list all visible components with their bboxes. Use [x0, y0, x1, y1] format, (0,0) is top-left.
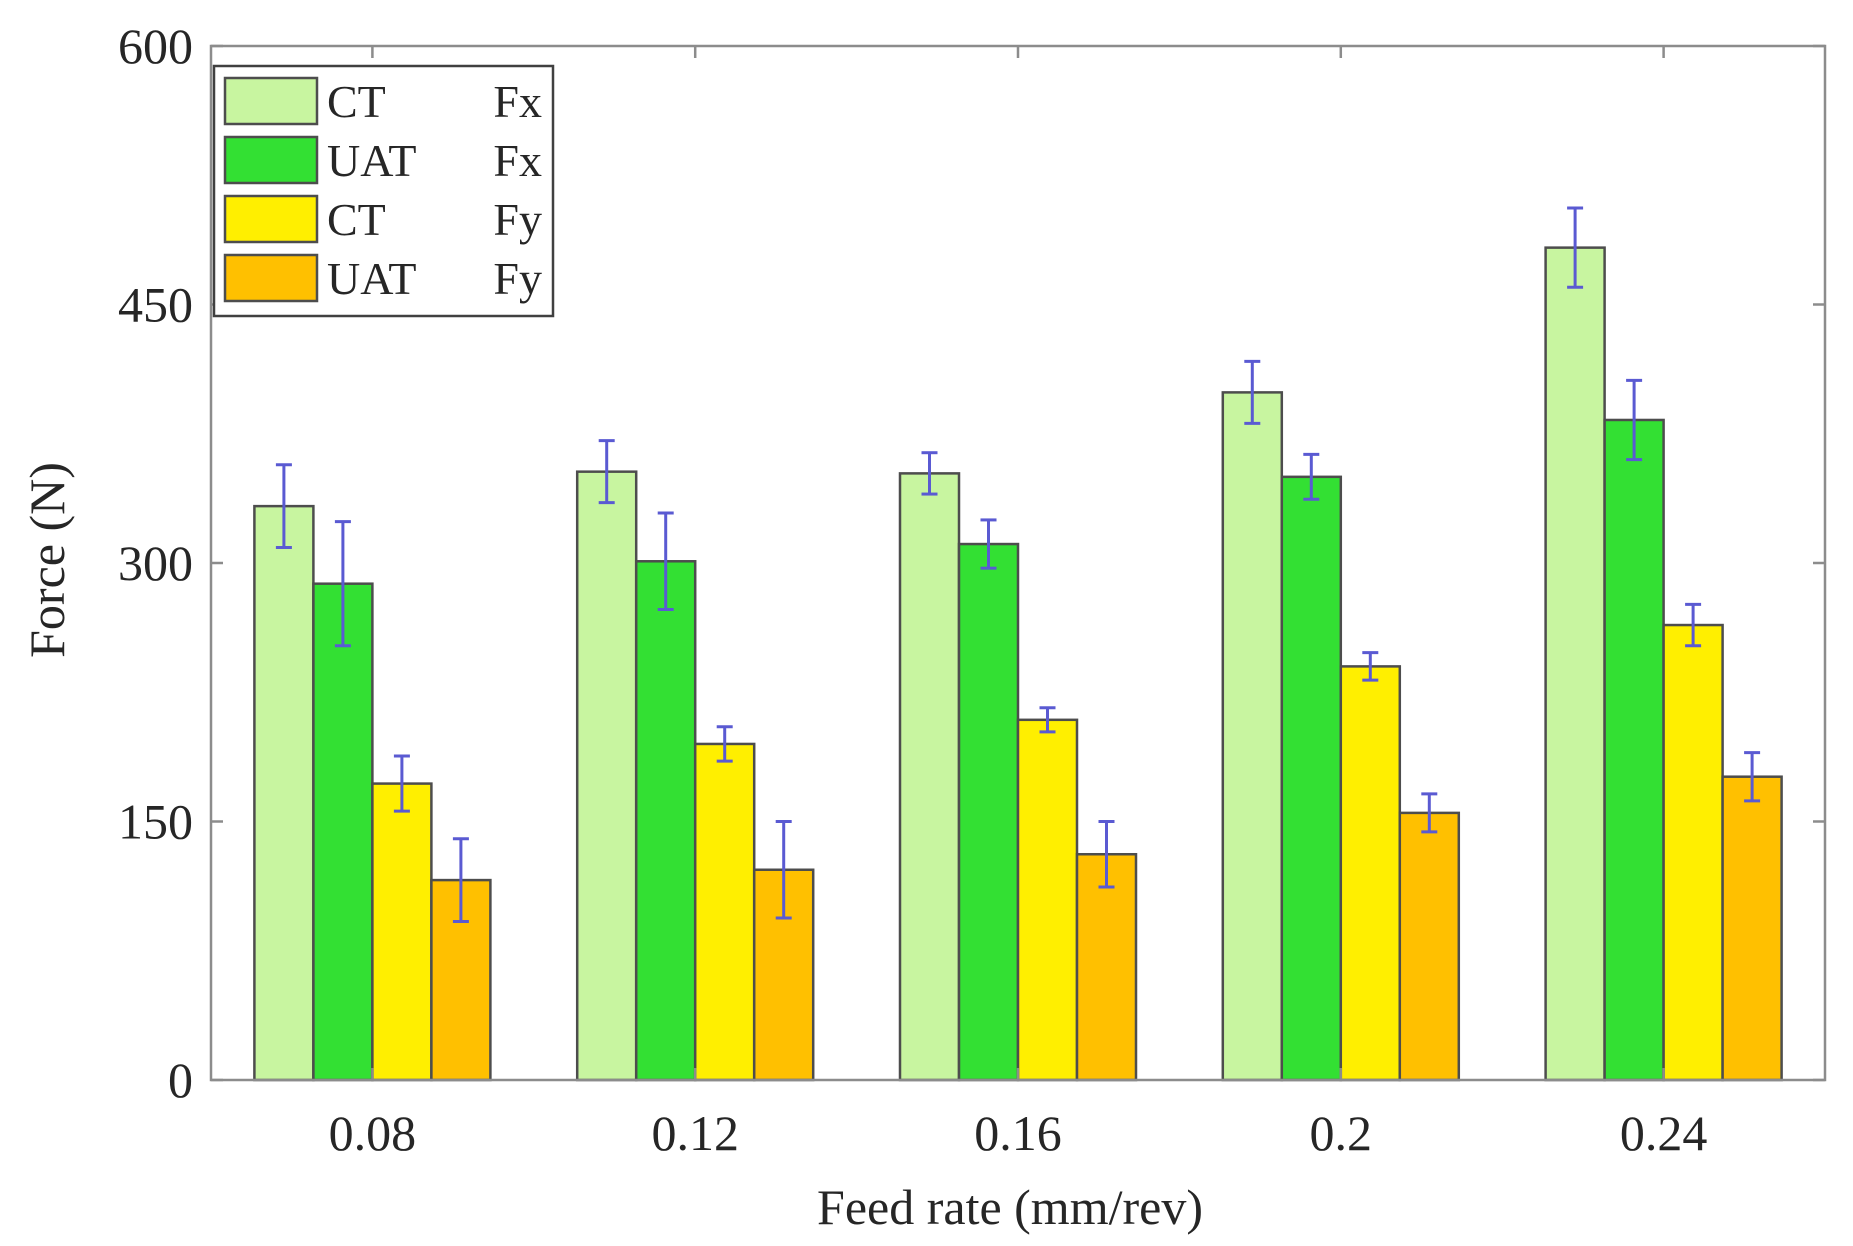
legend-label: UAT	[327, 135, 416, 186]
error-bars-layer	[275, 206, 1761, 923]
y-tick-label: 0	[168, 1052, 193, 1108]
y-tick-label: 300	[118, 535, 193, 591]
y-axis-label: Force (N)	[19, 462, 75, 658]
legend-swatch	[223, 76, 319, 126]
y-tick-label: 150	[118, 794, 193, 850]
legend-component: Fx	[493, 76, 542, 127]
x-tick-label: 0.12	[651, 1105, 739, 1161]
legend-swatch	[223, 135, 319, 185]
bar	[898, 472, 961, 1082]
bar	[1016, 718, 1079, 1082]
legend-component: Fy	[493, 194, 542, 245]
bar	[312, 582, 374, 1082]
legend-component: Fx	[493, 135, 542, 186]
legend: CT Fx UAT Fx CT Fy UAT Fy	[212, 64, 555, 318]
legend-entries: CT Fx UAT Fx CT Fy UAT Fy	[223, 76, 542, 304]
bar	[575, 470, 638, 1082]
legend-label: CT	[327, 76, 386, 127]
bar	[1339, 665, 1402, 1082]
bar	[957, 542, 1020, 1082]
x-tick-label: 0.08	[329, 1105, 417, 1161]
bar	[1721, 775, 1783, 1082]
bar	[253, 504, 315, 1082]
bar	[1603, 418, 1665, 1082]
legend-label: UAT	[327, 253, 416, 304]
ticks-layer: 0.08 0.12 0.16 0.2 0.24 0 150 300 450 600	[118, 18, 1825, 1161]
bar	[1544, 246, 1606, 1082]
x-axis-label: Feed rate (mm/rev)	[817, 1179, 1203, 1235]
legend-swatch	[223, 194, 319, 244]
legend-swatch	[223, 253, 319, 303]
bar	[1398, 811, 1461, 1082]
bar	[1662, 623, 1724, 1082]
y-tick-label: 600	[118, 18, 193, 74]
x-tick-label: 0.2	[1310, 1105, 1373, 1161]
bar	[634, 560, 697, 1082]
bar	[1280, 475, 1343, 1082]
legend-component: Fy	[493, 253, 542, 304]
legend-label: CT	[327, 194, 386, 245]
x-tick-label: 0.16	[974, 1105, 1062, 1161]
y-tick-label: 450	[118, 277, 193, 333]
bar	[1221, 391, 1284, 1082]
bars-layer	[253, 246, 1783, 1082]
x-tick-label: 0.24	[1620, 1105, 1708, 1161]
bar	[371, 782, 433, 1082]
bar	[693, 742, 756, 1082]
